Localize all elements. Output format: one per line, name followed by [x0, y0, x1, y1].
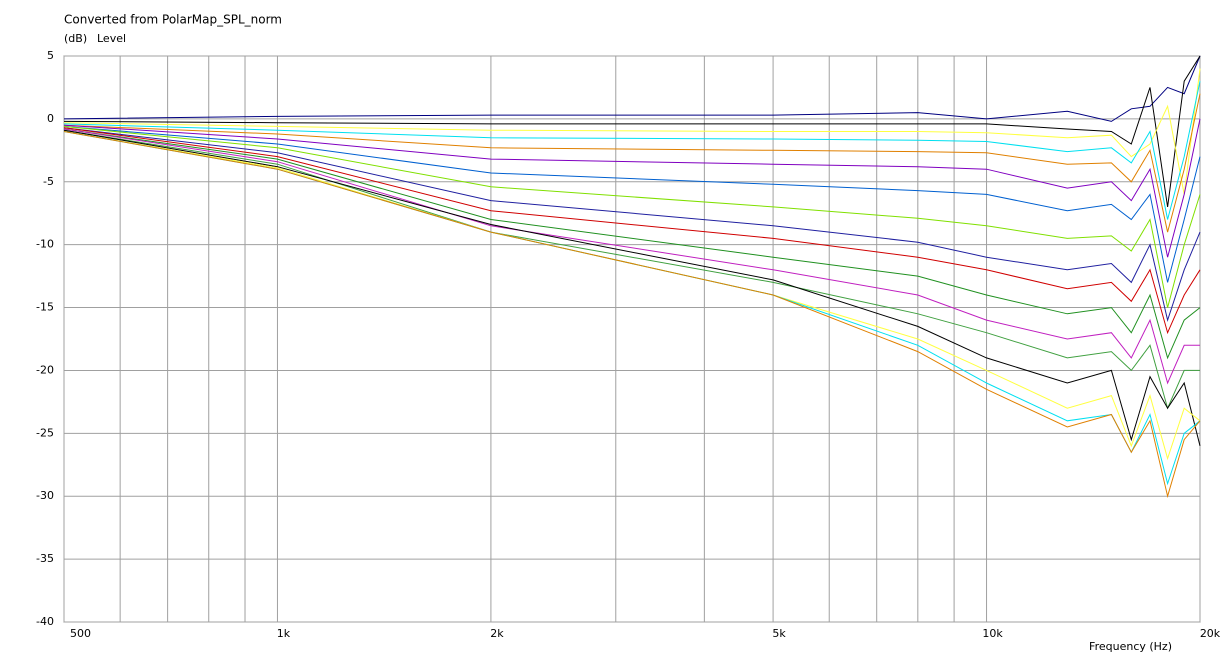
series-line: [63, 55, 1201, 207]
series-line: [63, 129, 1201, 447]
y-tick-label: -35: [36, 552, 54, 565]
y-tick-label: 5: [47, 49, 54, 62]
x-tick-label: 10k: [982, 627, 1003, 640]
y-tick-label: 0: [47, 112, 54, 125]
series-line: [63, 68, 1201, 195]
y-tick-label: -15: [36, 301, 54, 314]
series-line: [63, 55, 1201, 122]
series-line: [63, 129, 1200, 410]
series-line: [63, 128, 1201, 360]
x-tick-label: 1k: [277, 627, 291, 640]
y-unit: (dB): [64, 32, 87, 45]
series-line: [63, 125, 1201, 283]
y-tick-label: -30: [36, 489, 54, 502]
series-line: [63, 127, 1201, 335]
x-tick-label: 500: [70, 627, 91, 640]
y-tick-label: -5: [43, 175, 54, 188]
y-tick-label: -40: [36, 615, 54, 628]
series-line: [63, 127, 1201, 322]
y-tick-label: -20: [36, 363, 54, 376]
series-line: [63, 125, 1201, 308]
series-line: [63, 81, 1201, 220]
chart-title: Converted from PolarMap_SPL_norm: [64, 13, 282, 27]
x-tick-label: 20k: [1200, 627, 1221, 640]
x-tick-label: 5k: [772, 627, 786, 640]
x-tick-label: 2k: [490, 627, 504, 640]
series-line: [63, 128, 1200, 385]
series-line: [63, 118, 1201, 258]
y-tick-label: -25: [36, 426, 54, 439]
x-axis-label: Frequency (Hz): [1089, 640, 1172, 653]
series-line: [63, 131, 1201, 499]
y-axis-label: Level: [97, 32, 126, 45]
series-line: [63, 93, 1201, 233]
y-tick-label: -10: [36, 238, 54, 251]
